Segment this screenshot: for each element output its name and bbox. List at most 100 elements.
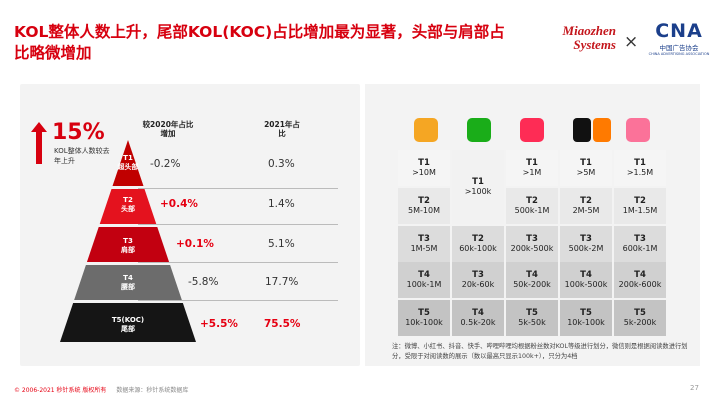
tier-change-value: +5.5% bbox=[200, 318, 238, 330]
tier-code: T4 bbox=[123, 274, 133, 282]
footnote: 注：微博、小红书、抖音、快手、哔哩哔哩均根据粉丝数对KOL等级进行划分，微信则是… bbox=[392, 343, 688, 360]
tier-range-cell: T3 1M-5M bbox=[398, 226, 450, 262]
tier-range: 5k-50k bbox=[518, 318, 546, 327]
tier-range-cell: T4 200k-600k bbox=[614, 262, 666, 298]
pyramid-band bbox=[60, 303, 196, 342]
tier-range-cell: T3 20k-60k bbox=[452, 262, 504, 298]
tier-change-value: -0.2% bbox=[150, 158, 181, 170]
tier-code: T2 bbox=[526, 196, 538, 206]
tier-range-cell: T3 500k-2M bbox=[560, 226, 612, 262]
tier-range-cell: T2 1M-1.5M bbox=[614, 188, 666, 224]
tier-range-cell: T3 200k-500k bbox=[506, 226, 558, 262]
tier-code: T2 bbox=[580, 196, 592, 206]
tier-share-value: 1.4% bbox=[268, 198, 295, 210]
tier-share-value: 75.5% bbox=[264, 318, 301, 330]
tier-code: T4 bbox=[418, 270, 430, 280]
kuaishou-icon bbox=[593, 118, 611, 142]
tier-range: 20k-60k bbox=[461, 280, 495, 289]
tier-range-cell: T2 60k-100k bbox=[452, 226, 504, 262]
tier-range: 200k-500k bbox=[510, 244, 554, 253]
tier-code: T5 bbox=[526, 308, 538, 318]
cna-logo-en: CHINA ADVERTISING ASSOCIATION bbox=[648, 52, 710, 56]
tier-share-value: 17.7% bbox=[265, 276, 299, 288]
wechat-icon bbox=[467, 118, 491, 142]
tier-code: T3 bbox=[472, 270, 484, 280]
miaozhen-logo-text-2: Systems bbox=[573, 37, 616, 52]
tier-code: T1 bbox=[526, 158, 538, 168]
pyramid-band bbox=[74, 265, 182, 300]
tier-range-cell: T1 >1.5M bbox=[614, 150, 666, 186]
row-divider bbox=[138, 300, 338, 301]
tier-code: T5 bbox=[418, 308, 430, 318]
tier-range: 1M-5M bbox=[410, 244, 438, 253]
miaozhen-logo-text-1: Miaozhen bbox=[562, 23, 616, 38]
tier-range-cell: T5 10k-100k bbox=[560, 300, 612, 336]
kpi-value: 15% bbox=[52, 120, 105, 145]
tier-range-cell: T4 0.5k-20k bbox=[452, 300, 504, 336]
up-arrow-icon bbox=[31, 122, 47, 164]
tier-range: 5k-200k bbox=[623, 318, 657, 327]
pyramid-band bbox=[99, 189, 157, 224]
tier-code: T3 bbox=[526, 234, 538, 244]
tier-range-cell: T1 >5M bbox=[560, 150, 612, 186]
row-divider bbox=[138, 262, 338, 263]
times-symbol: × bbox=[624, 32, 639, 52]
tier-code: T1 bbox=[123, 154, 133, 162]
tier-range: >5M bbox=[576, 168, 596, 177]
footer: © 2006-2021 秒针系统 版权所有 数据来源：秒针系统数据库 bbox=[14, 385, 188, 394]
tier-code: T2 bbox=[634, 196, 646, 206]
page-title: KOL整体人数上升，尾部KOL(KOC)占比增加最为显著，头部与肩部占比略微增加 bbox=[14, 23, 505, 62]
page-number: 27 bbox=[690, 384, 699, 392]
share-column-header: 2021年占比 bbox=[264, 120, 300, 138]
tier-name: 超头部 bbox=[117, 163, 139, 171]
tier-code: T3 bbox=[634, 234, 646, 244]
tier-range: 500k-2M bbox=[568, 244, 604, 253]
tier-range: 60k-100k bbox=[459, 244, 497, 253]
tier-name: 头部 bbox=[121, 205, 135, 213]
tier-code: T5 bbox=[580, 308, 592, 318]
tier-range-cell: T5 5k-50k bbox=[506, 300, 558, 336]
tier-code: T3 bbox=[580, 234, 592, 244]
tier-name: 尾部 bbox=[121, 325, 135, 333]
tier-range: 600k-1M bbox=[622, 244, 658, 253]
xiaohongshu-icon bbox=[520, 118, 544, 142]
tier-range: >10M bbox=[412, 168, 436, 177]
row-divider bbox=[138, 188, 338, 189]
tier-code: T1 bbox=[580, 158, 592, 168]
tier-range-cell: T4 100k-500k bbox=[560, 262, 612, 298]
bilibili-icon bbox=[626, 118, 650, 142]
tier-range-cell: T2 2M-5M bbox=[560, 188, 612, 224]
tier-code: T1 bbox=[634, 158, 646, 168]
tier-range-cell: T4 100k-1M bbox=[398, 262, 450, 298]
tier-range-cell: T5 10k-100k bbox=[398, 300, 450, 336]
tier-range-cell: T4 50k-200k bbox=[506, 262, 558, 298]
cna-logo-cn: 中国广告协会 bbox=[659, 44, 699, 52]
tier-code: T4 bbox=[526, 270, 538, 280]
row-divider bbox=[138, 224, 338, 225]
tier-code: T3 bbox=[123, 237, 133, 245]
tier-label: T4 腰部 bbox=[106, 274, 150, 292]
tier-range: 100k-500k bbox=[564, 280, 608, 289]
tier-code: T4 bbox=[634, 270, 646, 280]
tier-label: T2 头部 bbox=[110, 196, 146, 214]
miaozhen-logo: Miaozhen Systems bbox=[552, 24, 616, 62]
tier-range: 200k-600k bbox=[618, 280, 662, 289]
tier-range: >1M bbox=[522, 168, 542, 177]
kpi-description: KOL整体人数较去年上升 bbox=[54, 147, 110, 165]
tier-code: T1 bbox=[472, 177, 484, 187]
tier-change-value: +0.1% bbox=[176, 238, 214, 250]
pyramid-band bbox=[86, 227, 170, 262]
tier-name: 腰部 bbox=[121, 283, 135, 291]
tier-range-cell: T1 >1M bbox=[506, 150, 558, 186]
tier-range-cell: T2 5M-10M bbox=[398, 188, 450, 224]
weibo-icon bbox=[414, 118, 438, 142]
tier-code: T2 bbox=[123, 196, 133, 204]
tier-range-cell: T1 >100k bbox=[452, 150, 504, 224]
douyin-kuaishou-icon bbox=[573, 118, 611, 142]
tier-range: 50k-200k bbox=[513, 280, 551, 289]
pyramid-band bbox=[112, 140, 144, 186]
tier-code: T4 bbox=[472, 308, 484, 318]
tier-range-cell: T2 500k-1M bbox=[506, 188, 558, 224]
tier-range: 1M-1.5M bbox=[622, 206, 658, 215]
tier-range: 10k-100k bbox=[405, 318, 443, 327]
